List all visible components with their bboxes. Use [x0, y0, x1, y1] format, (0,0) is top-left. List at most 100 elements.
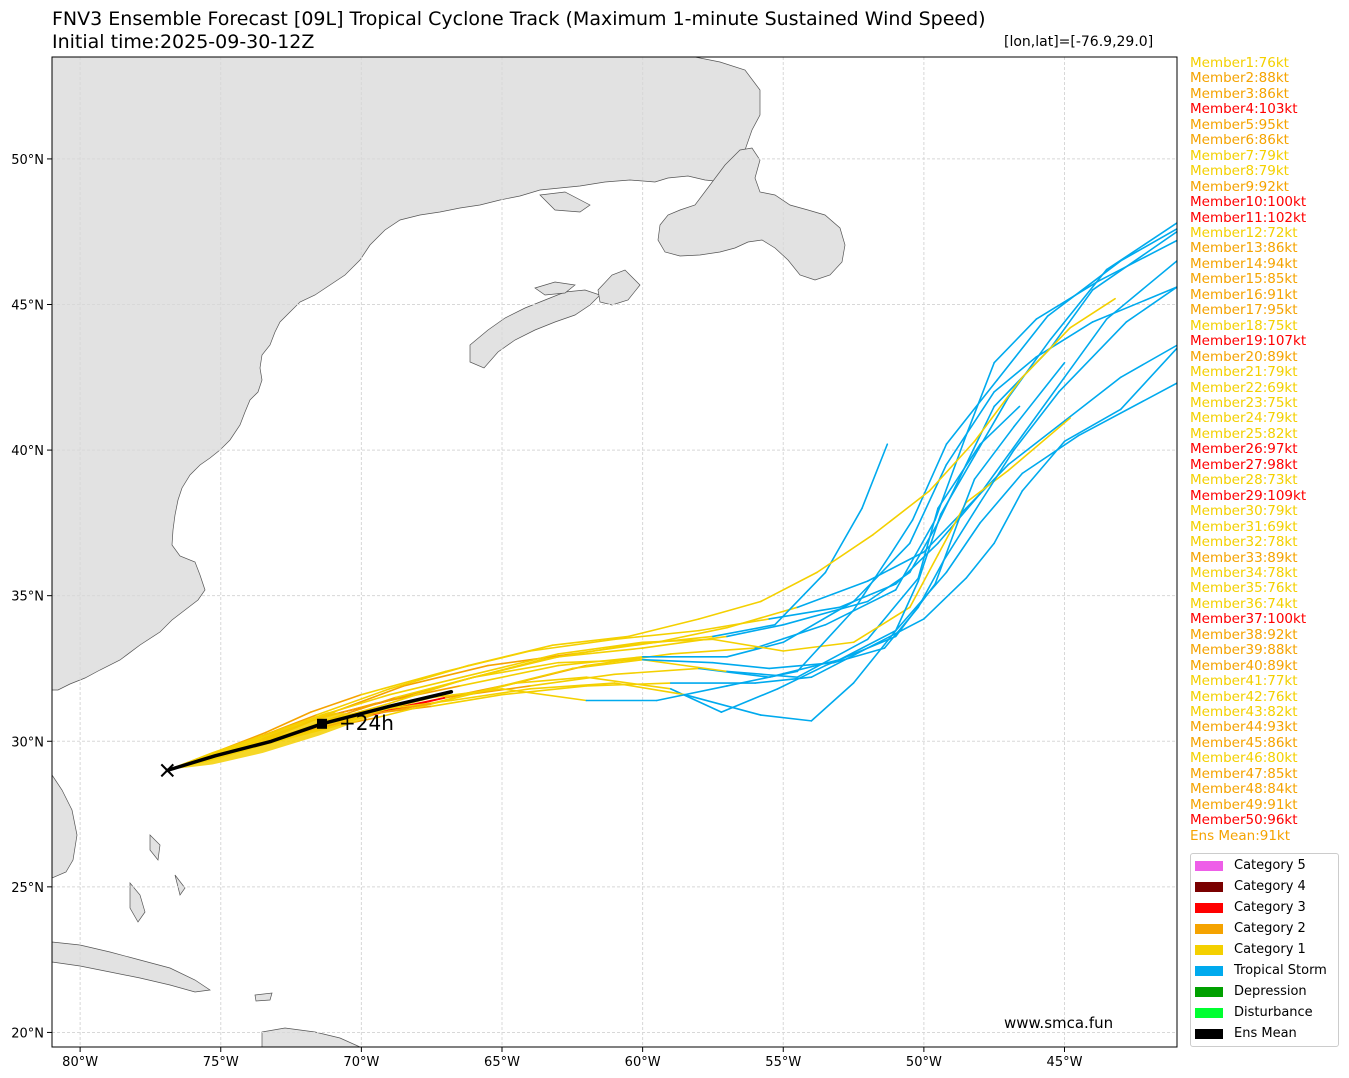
- florida-peninsula: [52, 774, 78, 879]
- legend-label: Ens Mean: [1234, 1026, 1297, 1041]
- anticosti-island: [539, 191, 591, 213]
- member-track-segment: [684, 693, 762, 716]
- legend-entry: Category 4: [1195, 879, 1306, 899]
- member-track-segment: [1049, 268, 1108, 341]
- member-track-segment: [515, 676, 588, 684]
- bahamas-island: [174, 874, 186, 896]
- legend-entry: Ens Mean: [1195, 1026, 1297, 1046]
- member-track-segment: [993, 356, 1038, 393]
- member-track-segment: [965, 542, 995, 580]
- member-intensity-label: Member15:85kt: [1190, 271, 1298, 288]
- member-track-segment: [911, 443, 948, 521]
- member-track-segment: [965, 405, 995, 466]
- member-track-segment: [712, 661, 770, 670]
- member-intensity-label: Member35:76kt: [1190, 580, 1298, 597]
- member-track-segment: [894, 580, 920, 632]
- legend-swatch: [1195, 902, 1223, 913]
- member-track-segment: [540, 644, 630, 661]
- member-track-segment: [1063, 408, 1122, 443]
- member-intensity-label: Member45:86kt: [1190, 734, 1298, 751]
- mean-24h-label: +24h: [339, 711, 394, 735]
- member-track-segment: [996, 315, 1049, 382]
- member-intensity-label: Member49:91kt: [1190, 796, 1298, 813]
- member-track-segment: [1058, 321, 1128, 393]
- member-intensity-label: Member9:92kt: [1190, 178, 1289, 195]
- member-intensity-label: Member34:78kt: [1190, 564, 1298, 581]
- member-track-segment: [1069, 297, 1116, 329]
- map-frame: [51, 56, 1178, 1048]
- member-intensity-label: Member1:76kt: [1190, 55, 1289, 71]
- member-track-segment: [956, 478, 976, 524]
- member-track-segment: [430, 688, 503, 699]
- lon-tick-label: 45°W: [1047, 1055, 1083, 1070]
- member-track-segment: [712, 638, 785, 652]
- member-track-segment: [551, 635, 630, 646]
- legend-swatch: [1195, 923, 1223, 934]
- member-intensity-label: Member39:88kt: [1190, 642, 1298, 659]
- member-track-segment: [309, 693, 363, 713]
- member-intensity-label: Member18:75kt: [1190, 317, 1298, 334]
- track-marks: +24h: [160, 711, 394, 778]
- member-track-segment: [928, 440, 976, 492]
- member-track-segment: [782, 600, 869, 626]
- member-track-segment: [613, 629, 700, 641]
- legend-label: Category 2: [1234, 921, 1306, 936]
- legend-entry: Depression: [1195, 984, 1307, 1004]
- member-track-segment: [669, 647, 756, 655]
- member-track-segment: [979, 434, 1024, 495]
- member-track-segment: [1049, 289, 1094, 349]
- member-track-segment: [1097, 239, 1177, 283]
- member-track-segment: [1091, 286, 1177, 323]
- member-track-segment: [473, 661, 560, 679]
- member-track-segment: [726, 670, 799, 687]
- member-track-segment: [917, 507, 939, 580]
- legend-swatch: [1195, 944, 1223, 955]
- legend-label: Category 3: [1234, 900, 1306, 915]
- member-intensity-label: Member29:109kt: [1190, 487, 1307, 504]
- member-track-segment: [909, 463, 948, 545]
- member-track-segment: [712, 623, 776, 638]
- lon-tick-label: 65°W: [484, 1055, 520, 1070]
- member-intensity-label: Member48:84kt: [1190, 781, 1298, 798]
- member-track-segment: [759, 714, 813, 722]
- hispaniola-island: [261, 1027, 361, 1047]
- member-intensity-label: Member5:95kt: [1190, 116, 1289, 133]
- member-intensity-label: Member19:107kt: [1190, 333, 1307, 350]
- member-track-segment: [979, 405, 1021, 446]
- member-track-segment: [852, 542, 911, 603]
- member-intensity-list: Member1:76kt Member2:88kt Member3:86kt Memb…: [1190, 55, 1307, 844]
- member-track-segment: [782, 641, 855, 652]
- lat-tick-label: 25°N: [11, 881, 44, 896]
- member-intensity-label: Member21:79kt: [1190, 364, 1298, 381]
- lon-tick-label: 55°W: [765, 1055, 801, 1070]
- member-track-segment: [720, 688, 779, 713]
- member-track-segment: [979, 449, 1015, 504]
- member-track-segment: [768, 606, 841, 620]
- member-track-segment: [824, 635, 897, 667]
- member-track-segment: [529, 638, 616, 652]
- member-track-segment: [768, 661, 835, 670]
- member-intensity-label: Member27:98kt: [1190, 456, 1298, 473]
- member-track-segment: [774, 571, 827, 626]
- legend-swatch: [1195, 1007, 1223, 1018]
- lon-tick-label: 60°W: [625, 1055, 661, 1070]
- member-intensity-label: Member3:86kt: [1190, 85, 1289, 102]
- north-america-mainland: [52, 57, 761, 691]
- member-intensity-label: Ens Mean:91kt: [1190, 827, 1291, 844]
- member-track-segment: [585, 676, 672, 690]
- member-track-segment: [557, 658, 644, 664]
- member-track-segment: [366, 702, 433, 716]
- member-intensity-label: Member13:86kt: [1190, 240, 1298, 257]
- member-track-segment: [467, 644, 554, 667]
- member-track-segment: [993, 490, 1024, 545]
- member-intensity-label: Member37:100kt: [1190, 611, 1307, 628]
- member-track-segment: [796, 609, 855, 673]
- cape-breton-island: [597, 269, 641, 306]
- member-intensity-label: Member14:94kt: [1190, 255, 1298, 272]
- member-intensity-label: Member30:79kt: [1190, 503, 1298, 520]
- member-track-segment: [726, 670, 799, 679]
- member-track-segment: [264, 711, 312, 734]
- member-intensity-label: Member2:88kt: [1190, 70, 1289, 87]
- graticule: [52, 57, 1177, 1047]
- member-intensity-label: Member24:79kt: [1190, 410, 1298, 427]
